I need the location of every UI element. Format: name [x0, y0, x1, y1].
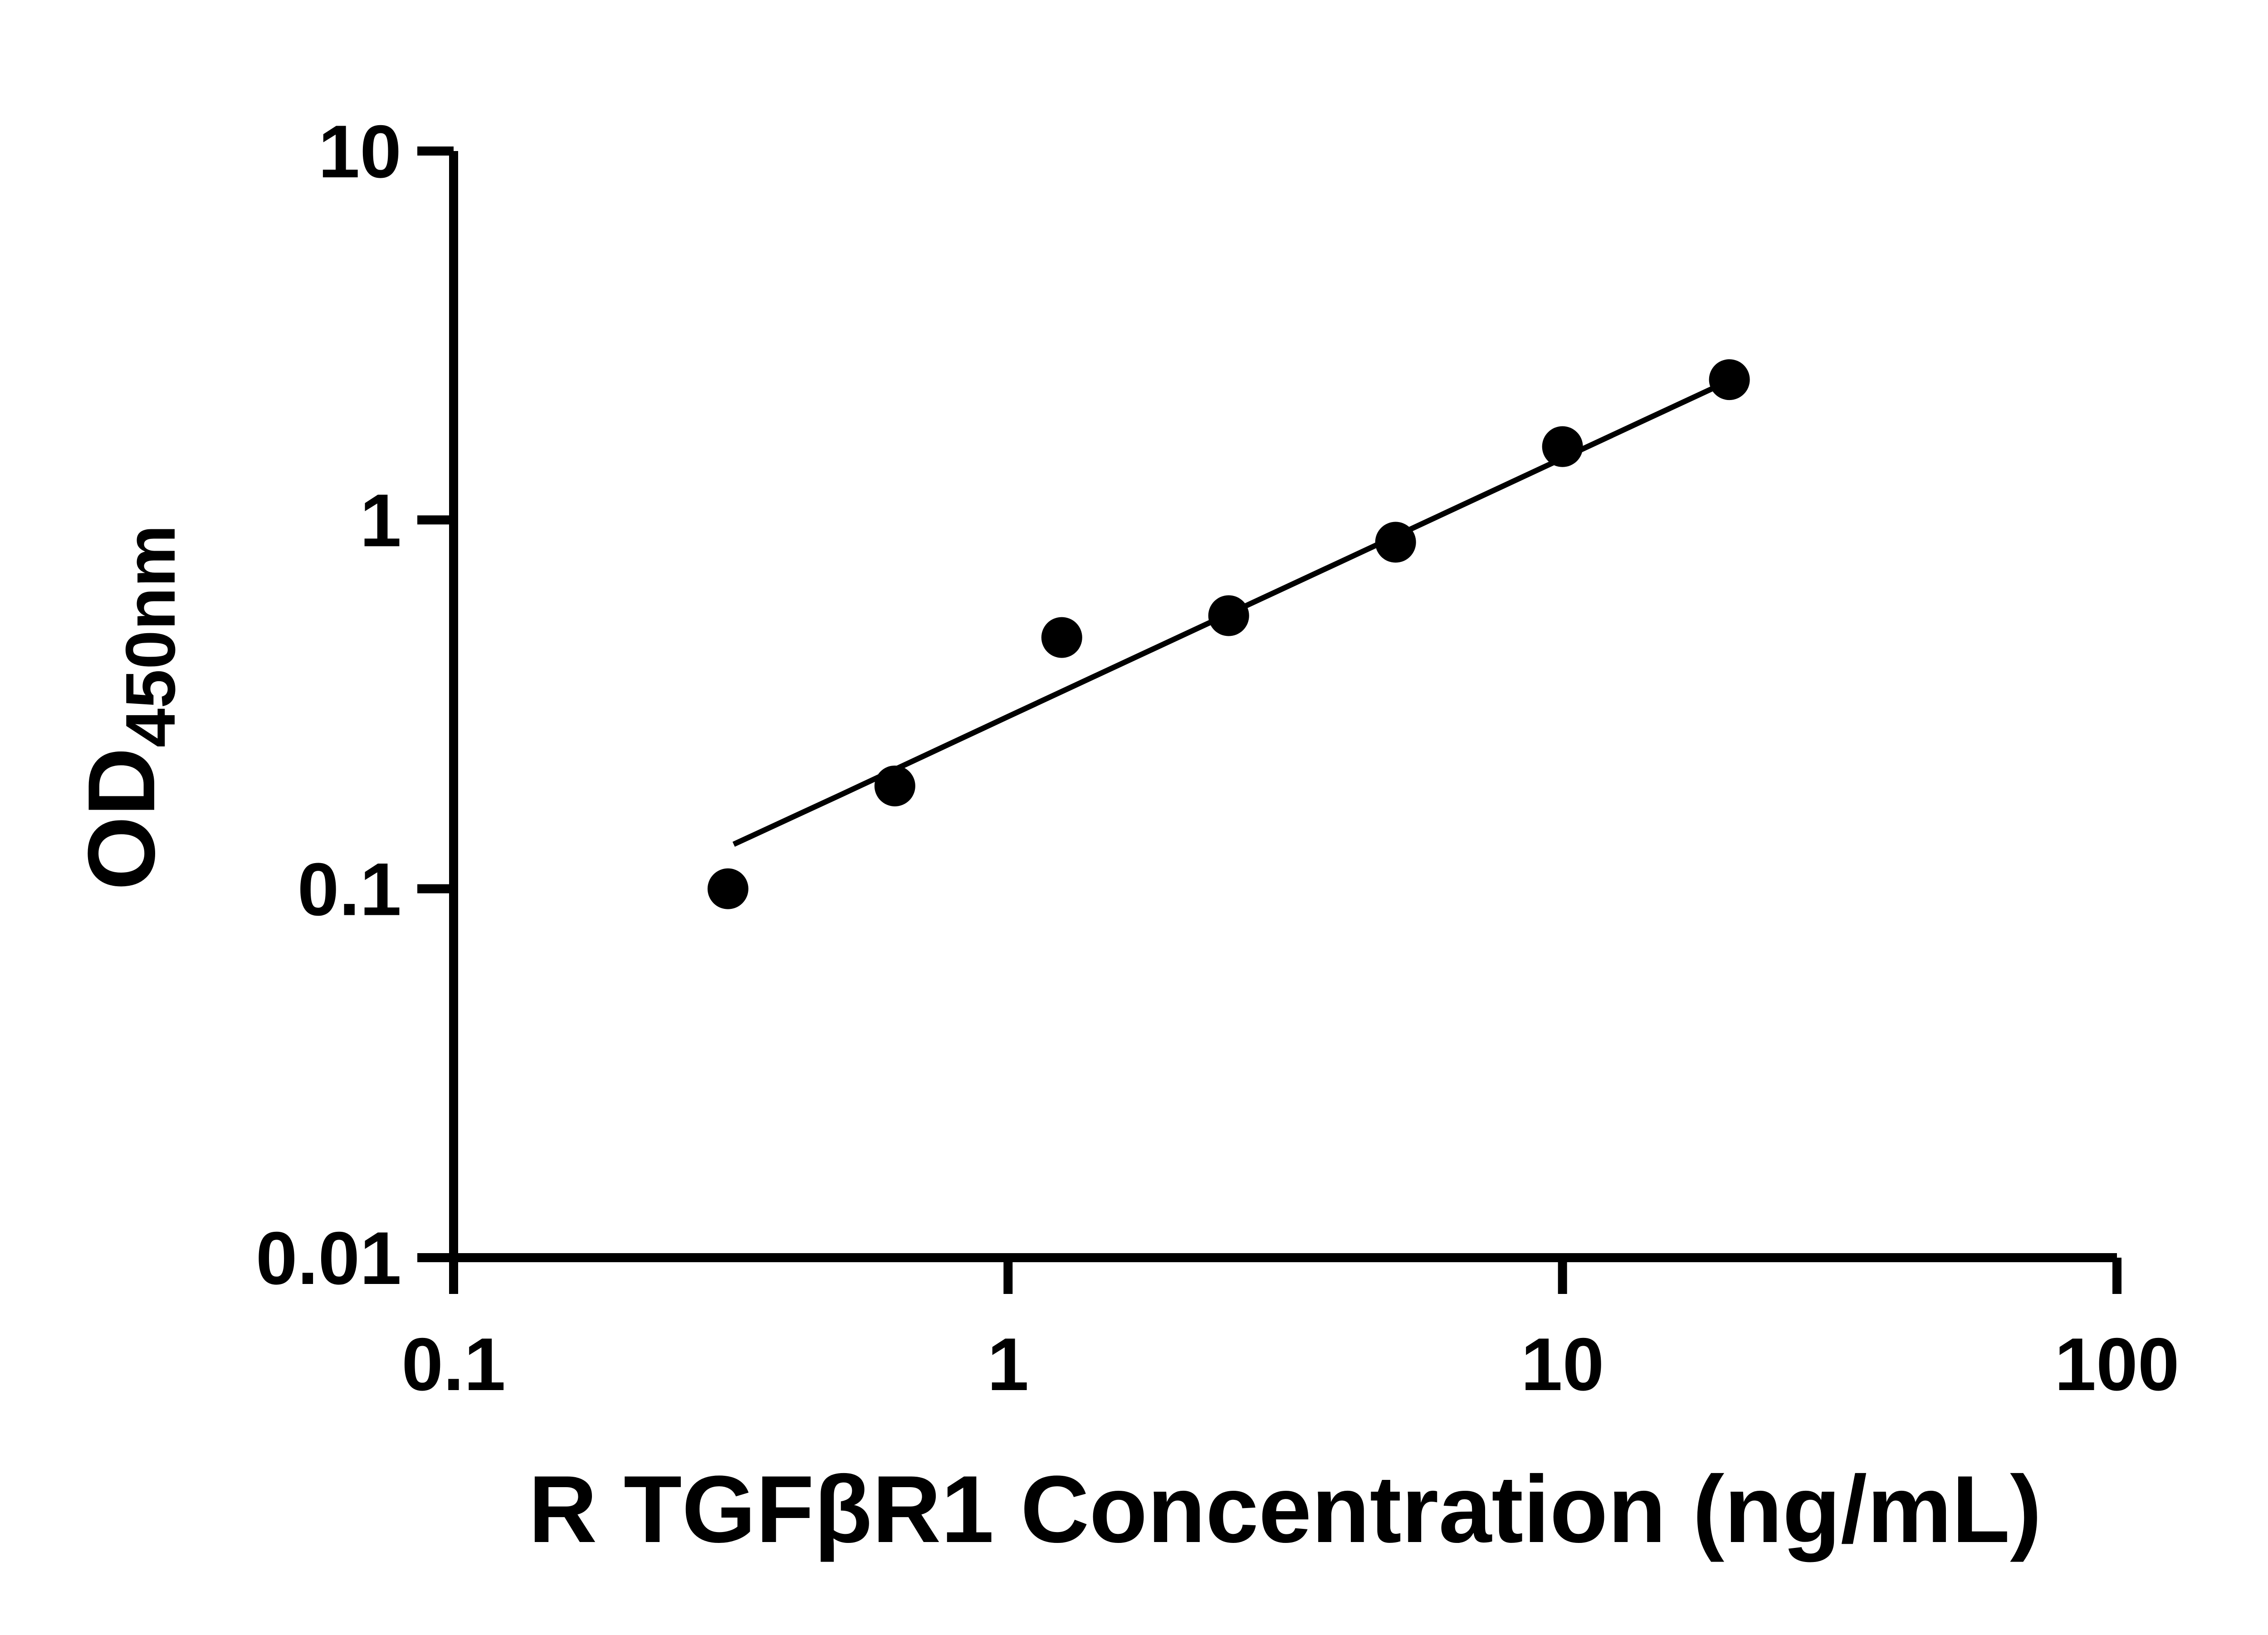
x-axis-tick-label: 1	[987, 1323, 1029, 1406]
x-axis-tick-label: 0.1	[401, 1323, 505, 1406]
data-point	[1208, 595, 1249, 636]
y-axis-title: OD450nm	[68, 525, 190, 890]
y-axis-tick-label: 0.1	[298, 848, 401, 931]
y-axis-tick-label: 0.01	[256, 1216, 401, 1300]
x-axis-tick-label: 10	[1521, 1323, 1604, 1406]
fit-line	[732, 378, 1731, 847]
data-point	[1375, 522, 1416, 563]
y-axis-title-main: OD	[68, 747, 175, 890]
x-axis-tick-label: 100	[2054, 1323, 2179, 1406]
axis-spines	[449, 151, 2117, 1262]
data-point	[874, 765, 915, 806]
data-point	[1542, 426, 1583, 467]
data-point	[1709, 359, 1750, 400]
y-axis-title-subscript: 450nm	[111, 525, 190, 747]
y-axis-tick-label: 10	[318, 110, 401, 193]
data-point	[1041, 617, 1082, 658]
data-point	[707, 868, 748, 909]
x-axis-title: R TGFβR1 Concentration (ng/mL)	[528, 1456, 2042, 1562]
y-axis-tick-label: 1	[360, 478, 401, 562]
